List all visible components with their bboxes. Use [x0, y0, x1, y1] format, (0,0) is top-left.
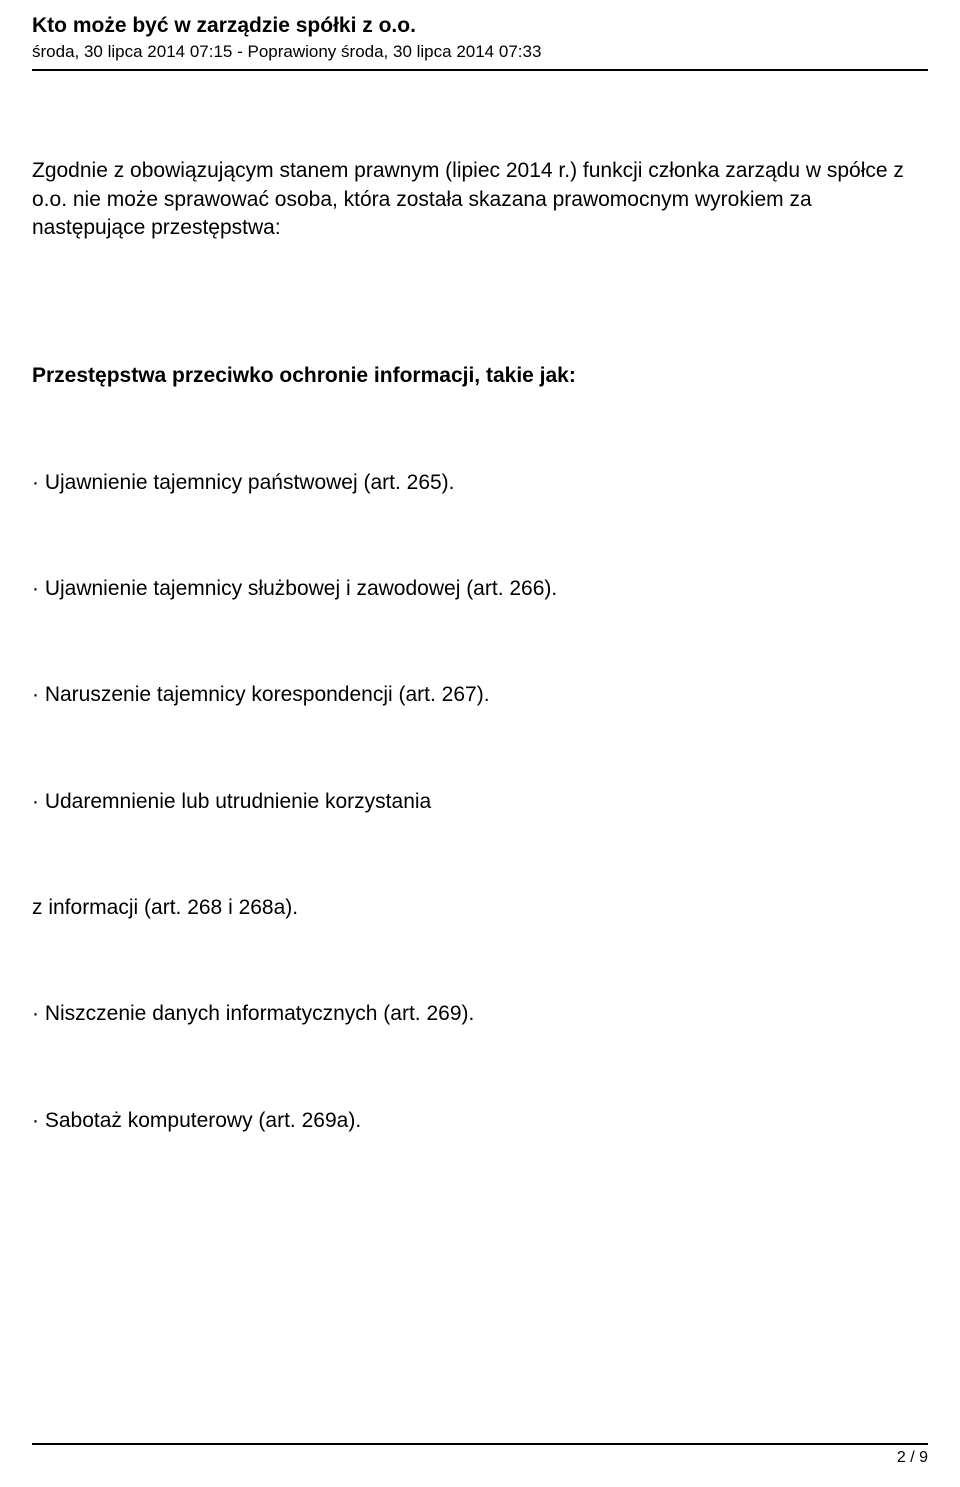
footer-rule	[32, 1443, 928, 1445]
intro-paragraph: Zgodnie z obowiązującym stanem prawnym (…	[32, 157, 928, 242]
page-number: 2 / 9	[32, 1449, 928, 1467]
bullet-continuation: z informacji (art. 268 i 268a).	[32, 894, 928, 922]
page-container: Kto może być w zarządzie spółki z o.o. ś…	[0, 0, 960, 1487]
bullet-item: · Naruszenie tajemnicy korespondencji (a…	[32, 681, 928, 709]
page-dateline: środa, 30 lipca 2014 07:15 - Poprawiony …	[32, 41, 928, 63]
bullet-item: · Niszczenie danych informatycznych (art…	[32, 1000, 928, 1028]
page-title: Kto może być w zarządzie spółki z o.o.	[32, 12, 928, 39]
bullet-item: · Ujawnienie tajemnicy służbowej i zawod…	[32, 575, 928, 603]
bullet-item: · Sabotaż komputerowy (art. 269a).	[32, 1107, 928, 1135]
page-footer: 2 / 9	[32, 1443, 928, 1467]
bullet-item: · Udaremnienie lub utrudnienie korzystan…	[32, 788, 928, 816]
bullet-item: · Ujawnienie tajemnicy państwowej (art. …	[32, 469, 928, 497]
page-header: Kto może być w zarządzie spółki z o.o. ś…	[32, 12, 928, 71]
page-content: Zgodnie z obowiązującym stanem prawnym (…	[32, 71, 928, 1135]
section-heading: Przestępstwa przeciwko ochronie informac…	[32, 362, 928, 390]
